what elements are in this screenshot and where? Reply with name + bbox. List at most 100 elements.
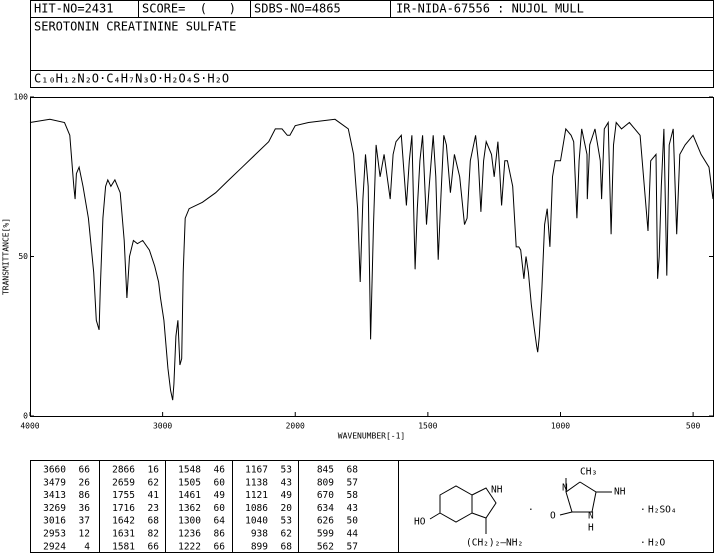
peak-transmittance: 66 (214, 541, 226, 552)
formula-box (30, 70, 714, 88)
peak-wavenumber: 845 (317, 465, 334, 476)
peak-wavenumber: 1138 (245, 477, 268, 488)
peak-transmittance: 68 (281, 541, 293, 552)
pyrrole-ring (471, 487, 497, 519)
peak-wavenumber: 1461 (178, 490, 201, 501)
plot-frame (30, 97, 714, 417)
peak-wavenumber: 1362 (178, 503, 201, 514)
header: HIT-NO=2431 SCORE= ( ) SDBS-NO=4865 IR-N… (30, 0, 714, 88)
atom-label: HO (414, 517, 426, 528)
peak-wavenumber: 1300 (178, 516, 201, 527)
peak-wavenumber: 1548 (178, 465, 201, 476)
score: SCORE= ( ) (142, 2, 236, 16)
peak-wavenumber: 670 (317, 490, 334, 501)
x-tick-label: 3000 (153, 422, 172, 431)
peak-transmittance: 50 (347, 516, 359, 527)
peak-transmittance: 26 (79, 477, 91, 488)
header-row (30, 0, 714, 18)
atom-label: NH (614, 487, 626, 498)
peak-wavenumber: 1167 (245, 465, 268, 476)
peak-wavenumber: 1121 (245, 490, 268, 501)
peak-transmittance: 57 (347, 477, 358, 488)
x-tick-label: 4000 (20, 422, 39, 431)
peak-wavenumber: 2659 (112, 477, 135, 488)
peak-transmittance: 86 (214, 529, 226, 540)
peak-transmittance: 36 (79, 503, 91, 514)
x-tick-label: 1500 (418, 422, 437, 431)
sdbs-no: SDBS-NO=4865 (254, 2, 341, 16)
peak-wavenumber: 2866 (112, 465, 135, 476)
atom-label: O (550, 511, 556, 522)
x-tick-label: 2000 (286, 422, 305, 431)
atom-label: N (588, 511, 594, 522)
acid: H₂SO₄ (648, 505, 677, 516)
peak-wavenumber: 634 (317, 503, 334, 514)
peak-wavenumber: 562 (317, 541, 334, 552)
dot: · (640, 538, 646, 549)
atom-label: (CH₂)₂—NH₂ (466, 538, 523, 549)
atom-label: NH (491, 485, 503, 496)
peak-transmittance: 66 (148, 541, 160, 552)
peak-wavenumber: 938 (251, 529, 268, 540)
atom-label: N (562, 483, 568, 494)
peak-transmittance: 37 (79, 516, 90, 527)
peak-transmittance: 60 (214, 477, 226, 488)
peak-wavenumber: 1716 (112, 503, 135, 514)
peak-transmittance: 62 (281, 529, 292, 540)
peak-transmittance: 53 (281, 465, 292, 476)
peak-transmittance: 68 (347, 465, 359, 476)
peak-wavenumber: 899 (251, 541, 268, 552)
spectrum-line (29, 118, 714, 401)
hit-no: HIT-NO=2431 (34, 2, 113, 16)
peak-wavenumber: 1581 (112, 541, 135, 552)
benzene-ring (439, 485, 473, 523)
peak-transmittance: 49 (281, 490, 293, 501)
peak-transmittance: 68 (148, 516, 160, 527)
peak-transmittance: 41 (148, 490, 160, 501)
y-tick-label: 0 (23, 412, 28, 421)
peak-wavenumber: 1040 (245, 516, 268, 527)
peak-transmittance: 20 (281, 503, 293, 514)
peak-transmittance: 23 (148, 503, 159, 514)
plot: 0 50 100 4000 3000 2000 1500 1000 500 WAVENUMBER[… (2, 93, 714, 441)
peak-wavenumber: 809 (317, 477, 334, 488)
x-tick-label: 1000 (551, 422, 570, 431)
peak-transmittance: 46 (214, 465, 226, 476)
peak-wavenumber: 3269 (43, 503, 66, 514)
peak-transmittance: 44 (347, 529, 359, 540)
formula: C₁₀H₁₂N₂O·C₄H₇N₃O·H₂O₄S·H₂O (34, 72, 229, 86)
peak-transmittance: 64 (214, 516, 226, 527)
peak-wavenumber: 1222 (178, 541, 201, 552)
method: IR-NIDA-67556 : NUJOL MULL (396, 2, 584, 16)
peak-wavenumber: 1642 (112, 516, 135, 527)
peak-transmittance: 58 (347, 490, 359, 501)
dot: · (528, 505, 534, 516)
peak-wavenumber: 3660 (43, 465, 66, 476)
peak-wavenumber: 1505 (178, 477, 201, 488)
peak-transmittance: 43 (281, 477, 292, 488)
compound-name: SEROTONIN CREATININE SULFATE (34, 20, 236, 34)
peak-transmittance: 60 (214, 503, 226, 514)
peak-transmittance: 53 (281, 516, 292, 527)
y-tick-label: 50 (18, 252, 28, 261)
peak-wavenumber: 599 (317, 529, 334, 540)
peak-wavenumber: 1755 (112, 490, 135, 501)
peak-wavenumber: 3413 (43, 490, 66, 501)
peak-transmittance: 16 (148, 465, 160, 476)
water: H₂O (648, 538, 665, 549)
y-tick-label: 100 (14, 93, 29, 102)
peak-transmittance: 62 (148, 477, 159, 488)
peak-wavenumber: 2924 (43, 541, 66, 552)
peak-wavenumber: 1631 (112, 529, 135, 540)
atom-label: H (588, 523, 594, 534)
peak-wavenumber: 2953 (43, 529, 66, 540)
peak-table: 3660 66 3479 26 3413 86 3269 36 3016 37 2953 12 2924… (30, 460, 399, 553)
peak-transmittance: 49 (214, 490, 226, 501)
imidazolidine-ring (565, 481, 597, 513)
bond (559, 511, 573, 516)
x-tick-label: 500 (686, 422, 701, 431)
peak-wavenumber: 1236 (178, 529, 201, 540)
dot: · (640, 505, 646, 516)
peak-wavenumber: 3479 (43, 477, 66, 488)
